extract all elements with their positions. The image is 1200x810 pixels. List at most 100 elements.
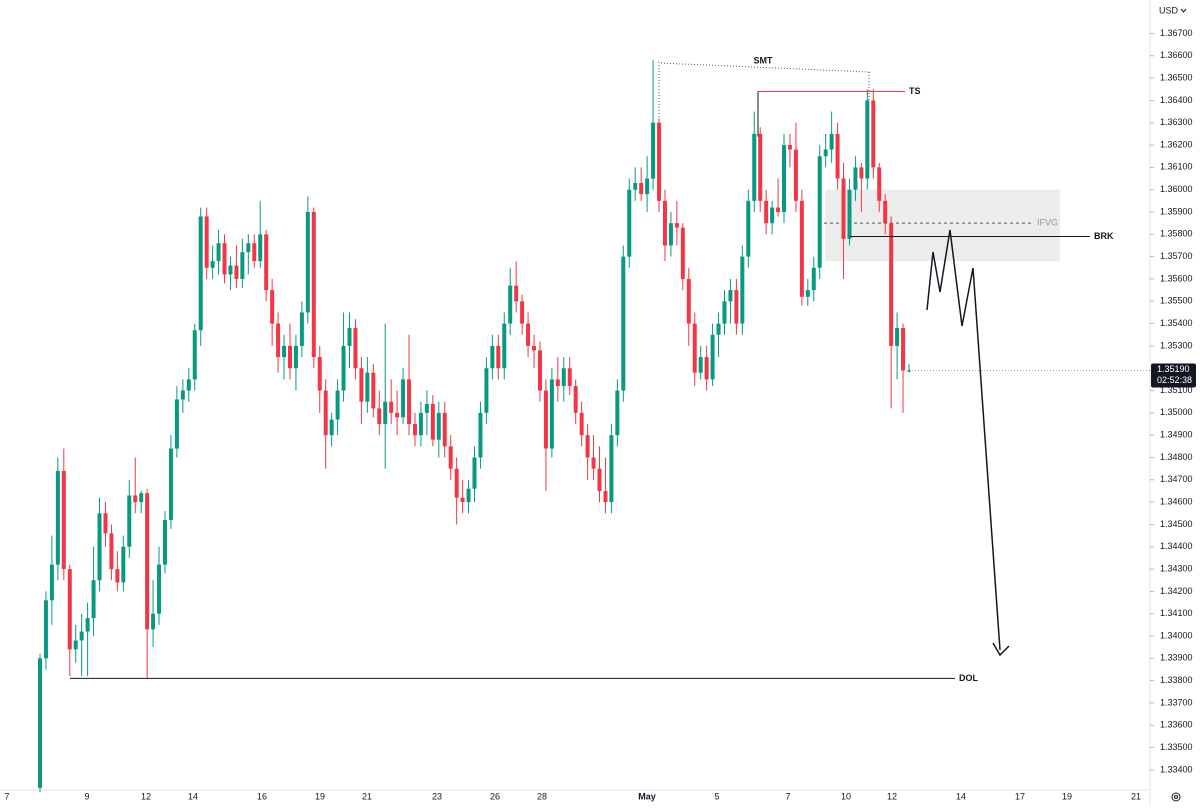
candle-body (609, 435, 614, 503)
ifvg-label: IFVG (1037, 218, 1058, 228)
candles (38, 60, 1150, 793)
candle-body (270, 290, 275, 324)
currency-chevron[interactable] (1180, 8, 1187, 13)
candle-body (466, 488, 471, 503)
last-price-tag (1151, 363, 1196, 388)
candle-body (317, 357, 322, 391)
candle-body (573, 386, 578, 413)
candle-body (567, 368, 572, 387)
candle-body (216, 243, 221, 262)
candle-body (329, 419, 334, 436)
candle-body (490, 345, 495, 369)
candle-body (740, 256, 745, 324)
candle-body (401, 379, 406, 418)
candle-body (97, 513, 102, 581)
candle-body (79, 631, 84, 641)
candle-body (657, 122, 662, 201)
candle-body (597, 468, 602, 491)
candle-body (877, 167, 882, 201)
currency-button[interactable] (1152, 2, 1192, 20)
smt-label: SMT (754, 55, 774, 65)
candle-body (91, 580, 96, 619)
candle-body (508, 285, 513, 324)
projection-path (926, 229, 1001, 651)
candle-body (710, 334, 715, 380)
candle-body (299, 312, 304, 346)
candle-body (585, 435, 590, 458)
candle-body (395, 412, 400, 418)
candle-body (192, 330, 197, 380)
y-tick-label: 1.36200 (1160, 139, 1193, 149)
x-tick-label: 17 (1015, 791, 1025, 801)
candle-body (377, 408, 382, 425)
candle-body (454, 468, 459, 498)
x-tick-label: 23 (432, 791, 442, 801)
y-tick-label: 1.35700 (1160, 251, 1193, 261)
candle-body (722, 301, 727, 324)
candle-body (174, 399, 179, 449)
candle-body (323, 390, 328, 436)
y-tick-label: 1.34000 (1160, 630, 1193, 640)
y-tick-label: 1.33800 (1160, 675, 1193, 685)
x-tick-label: 14 (956, 791, 966, 801)
y-tick-label: 1.35100 (1160, 385, 1193, 395)
candle-body (805, 290, 810, 297)
y-tick-label: 1.36500 (1160, 72, 1193, 82)
candle-body (61, 470, 66, 570)
candle-body (264, 234, 269, 291)
candle-body (424, 403, 429, 413)
candle-body (692, 323, 697, 373)
x-tick-label: 10 (841, 791, 851, 801)
candle-body (728, 290, 733, 302)
candle-body (859, 167, 864, 179)
candle-body (758, 133, 763, 201)
candle-body (341, 345, 346, 391)
candle-body (639, 182, 644, 195)
x-tick-label: 12 (141, 791, 151, 801)
candle-body (103, 513, 108, 534)
x-tick-label: 7 (785, 791, 790, 801)
x-tick-label: 12 (887, 791, 897, 801)
candle-body (496, 345, 501, 369)
candle-body (436, 412, 441, 440)
candle-body (293, 345, 298, 369)
candle-body (287, 345, 292, 369)
candle-body (746, 200, 751, 257)
y-tick-label: 1.34800 (1160, 452, 1193, 462)
y-tick-label: 1.34500 (1160, 519, 1193, 529)
candle-body (448, 446, 453, 469)
candle-body (168, 448, 173, 520)
y-tick-label: 1.36300 (1160, 117, 1193, 127)
x-tick-label: 16 (257, 791, 267, 801)
candle-body (43, 600, 48, 659)
candle-body (793, 149, 798, 201)
candle-body (627, 189, 632, 257)
candle-body (579, 412, 584, 436)
overlay: SMT IFVG TS BRK DOL (70, 55, 1114, 683)
candle-body (198, 216, 203, 331)
candle-body (776, 207, 781, 213)
candle-body (543, 390, 548, 449)
candle-body (686, 278, 691, 324)
countdown: 02:52:38 (1157, 375, 1192, 385)
candle-body (865, 100, 870, 179)
candle-body (853, 167, 858, 190)
candle-body (49, 564, 54, 601)
currency-label[interactable]: USD (1159, 5, 1179, 15)
candle-body (252, 243, 257, 262)
candle-body (621, 256, 626, 391)
x-tick-label: 21 (362, 791, 372, 801)
settings-icon[interactable] (1171, 792, 1181, 802)
candle-body (799, 200, 804, 297)
candle-body (371, 372, 376, 409)
candle-body (823, 149, 828, 157)
candle-body (514, 285, 519, 302)
candle-body (67, 569, 72, 650)
candle-body (186, 379, 191, 391)
candle-body (353, 328, 358, 369)
candle-body (109, 533, 114, 570)
candle-body (222, 243, 227, 275)
candle-body (305, 212, 310, 313)
ts-label: TS (909, 86, 921, 96)
